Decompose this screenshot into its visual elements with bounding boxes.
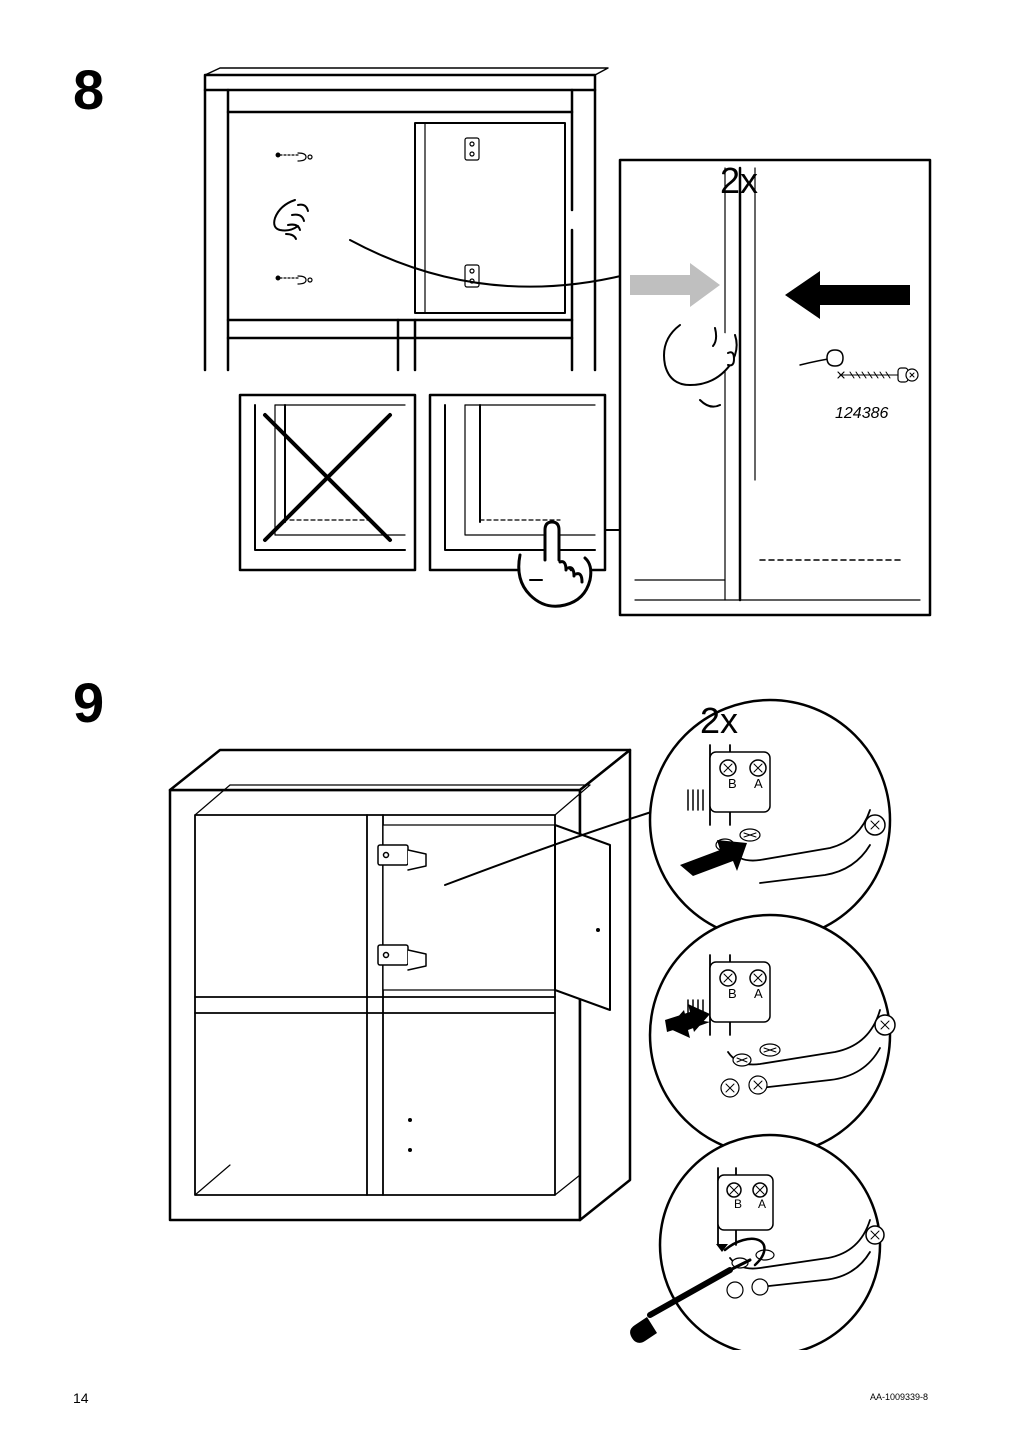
step-9-diagram: B A <box>110 690 940 1350</box>
quantity-label-step9: 2x <box>700 700 738 742</box>
svg-text:A: A <box>754 776 763 791</box>
step-number-9: 9 <box>73 675 104 731</box>
part-number-step8: 124386 <box>835 405 888 423</box>
svg-text:A: A <box>758 1197 766 1211</box>
svg-text:A: A <box>754 986 763 1001</box>
instruction-page: 8 <box>0 0 1012 1432</box>
svg-text:B: B <box>728 776 737 791</box>
page-number: 14 <box>73 1390 89 1406</box>
svg-text:B: B <box>734 1197 742 1211</box>
quantity-label-step8: 2x <box>720 160 758 202</box>
step-number-8: 8 <box>73 62 104 118</box>
step-8-diagram <box>180 60 950 635</box>
document-code: AA-1009339-8 <box>870 1392 928 1402</box>
svg-text:B: B <box>728 986 737 1001</box>
